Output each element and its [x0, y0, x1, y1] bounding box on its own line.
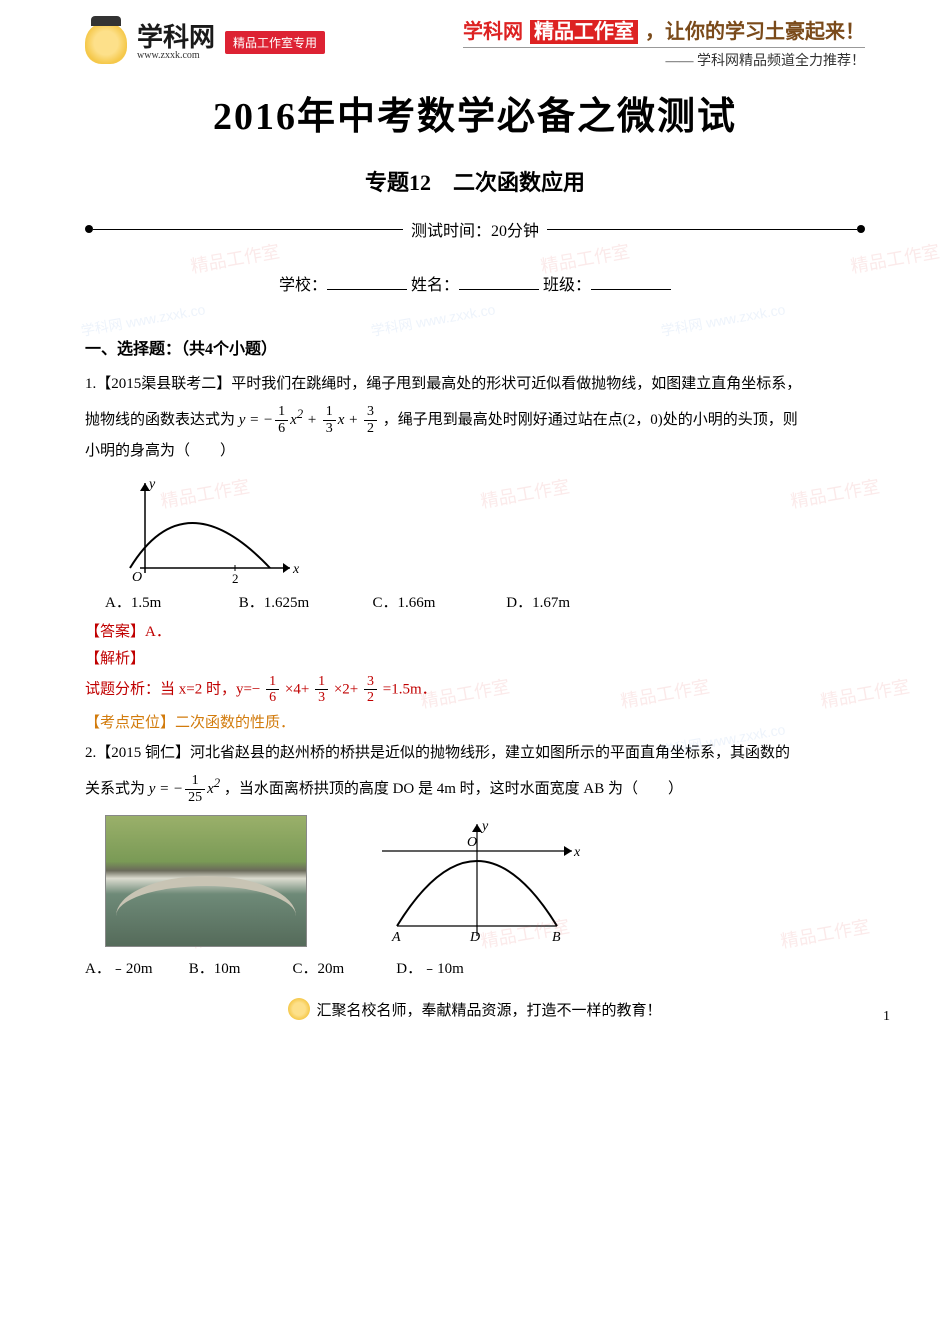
- time-text: 测试时间：20分钟: [403, 217, 547, 241]
- logo-block: 学科网 www.zxxk.com 精品工作室专用: [85, 22, 325, 64]
- q1-optB: B．1.625m: [239, 591, 369, 612]
- footer-mascot-icon: [288, 998, 310, 1020]
- footer-text: 汇聚名校名师，奉献精品资源，打造不一样的教育！: [316, 999, 661, 1020]
- q1-line3: 小明的身高为（ ）: [85, 436, 865, 468]
- q2-diagram: O x y A D B: [367, 816, 587, 946]
- q2-line1: 2.【2015 铜仁】河北省赵县的赵州桥的桥拱是近似的抛物线形，建立如图所示的平…: [85, 738, 865, 770]
- section-head: 一、选择题：（共4个小题）: [85, 335, 865, 359]
- page-number: 1: [883, 1009, 890, 1025]
- logo-badge: 精品工作室专用: [225, 31, 325, 54]
- svg-text:O: O: [132, 570, 142, 583]
- page-header: 学科网 www.zxxk.com 精品工作室专用 学科网 精品工作室 ，让你的学…: [85, 15, 865, 70]
- q1-line2b: ，绳子甩到最高处时刚好通过站在点(2，0)处的小明的头顶，则: [383, 412, 798, 428]
- q1-ab-a: 试题分析：当 x=2 时，y=−: [85, 681, 260, 697]
- q1-ab-b: ×4+: [285, 681, 309, 697]
- svg-text:D: D: [469, 930, 480, 945]
- q2-figures: O x y A D B: [105, 815, 865, 947]
- logo-cn: 学科网: [137, 24, 215, 50]
- svg-text:2: 2: [232, 571, 239, 583]
- q1-line2a: 抛物线的函数表达式为: [85, 412, 235, 428]
- q1-optC: C．1.66m: [373, 591, 503, 612]
- q1-ab-c: ×2+: [334, 681, 358, 697]
- banner-right: 学科网 精品工作室 ，让你的学习土豪起来！ —— 学科网精品频道全力推荐！: [463, 15, 865, 70]
- q1-options: A．1.5m B．1.625m C．1.66m D．1.67m: [105, 591, 865, 612]
- q2-optB: B．10m: [189, 957, 289, 978]
- q1-optA: A．1.5m: [105, 591, 235, 612]
- label-class: 班级：: [543, 277, 591, 294]
- q2-optC: C．20m: [293, 957, 393, 978]
- logo-url: www.zxxk.com: [137, 50, 215, 61]
- banner-p1: 学科网: [463, 21, 523, 43]
- q2-optD: D．﹣10m: [396, 957, 496, 978]
- q1-analysis-head: 【解析】: [85, 647, 865, 668]
- q1-ab-d: =1.5m．: [383, 681, 437, 697]
- svg-text:O: O: [467, 835, 477, 850]
- label-school: 学校：: [279, 277, 327, 294]
- mascot-icon: [85, 22, 127, 64]
- svg-text:A: A: [391, 930, 401, 945]
- student-info: 学校： 姓名： 班级：: [85, 271, 865, 295]
- svg-text:y: y: [147, 477, 156, 492]
- q2-optA: A．﹣20m: [85, 957, 185, 978]
- q1-point: 【考点定位】二次函数的性质．: [85, 711, 865, 732]
- bridge-photo: [105, 815, 307, 947]
- q1-line2: 抛物线的函数表达式为 y = −16x2 + 13x + 32 ，绳子甩到最高处…: [85, 401, 865, 437]
- banner-p3: ，让你的学习土豪起来！: [645, 21, 865, 43]
- svg-text:x: x: [573, 845, 581, 860]
- label-name: 姓名：: [411, 277, 459, 294]
- q2-line2a: 关系式为: [85, 781, 145, 797]
- time-line: 测试时间：20分钟: [85, 217, 865, 241]
- main-title: 2016年中考数学必备之微测试: [85, 85, 865, 140]
- svg-text:B: B: [552, 930, 561, 945]
- banner-sub: —— 学科网精品频道全力推荐！: [463, 47, 865, 70]
- sub-title: 专题12 二次函数应用: [85, 165, 865, 197]
- q2-line2: 关系式为 y = −125x2 ，当水面离桥拱顶的高度 DO 是 4m 时，这时…: [85, 770, 865, 806]
- svg-text:x: x: [292, 562, 300, 577]
- banner-p2: 精品工作室: [530, 20, 638, 44]
- footer: 汇聚名校名师，奉献精品资源，打造不一样的教育！: [85, 998, 865, 1020]
- q1-analysis-body: 试题分析：当 x=2 时，y=− 16 ×4+ 13 ×2+ 32 =1.5m．: [85, 674, 865, 706]
- q1-optD: D．1.67m: [506, 591, 636, 612]
- q1-figure: O 2 x y: [115, 473, 865, 583]
- q1-answer: 【答案】A．: [85, 620, 865, 641]
- q2-options: A．﹣20m B．10m C．20m D．﹣10m: [85, 957, 865, 978]
- svg-text:y: y: [480, 819, 489, 834]
- q1-line1: 1.【2015渠县联考二】平时我们在跳绳时，绳子甩到最高处的形状可近似看做抛物线…: [85, 369, 865, 401]
- q2-line2b: ，当水面离桥拱顶的高度 DO 是 4m 时，这时水面宽度 AB 为（ ）: [224, 781, 683, 797]
